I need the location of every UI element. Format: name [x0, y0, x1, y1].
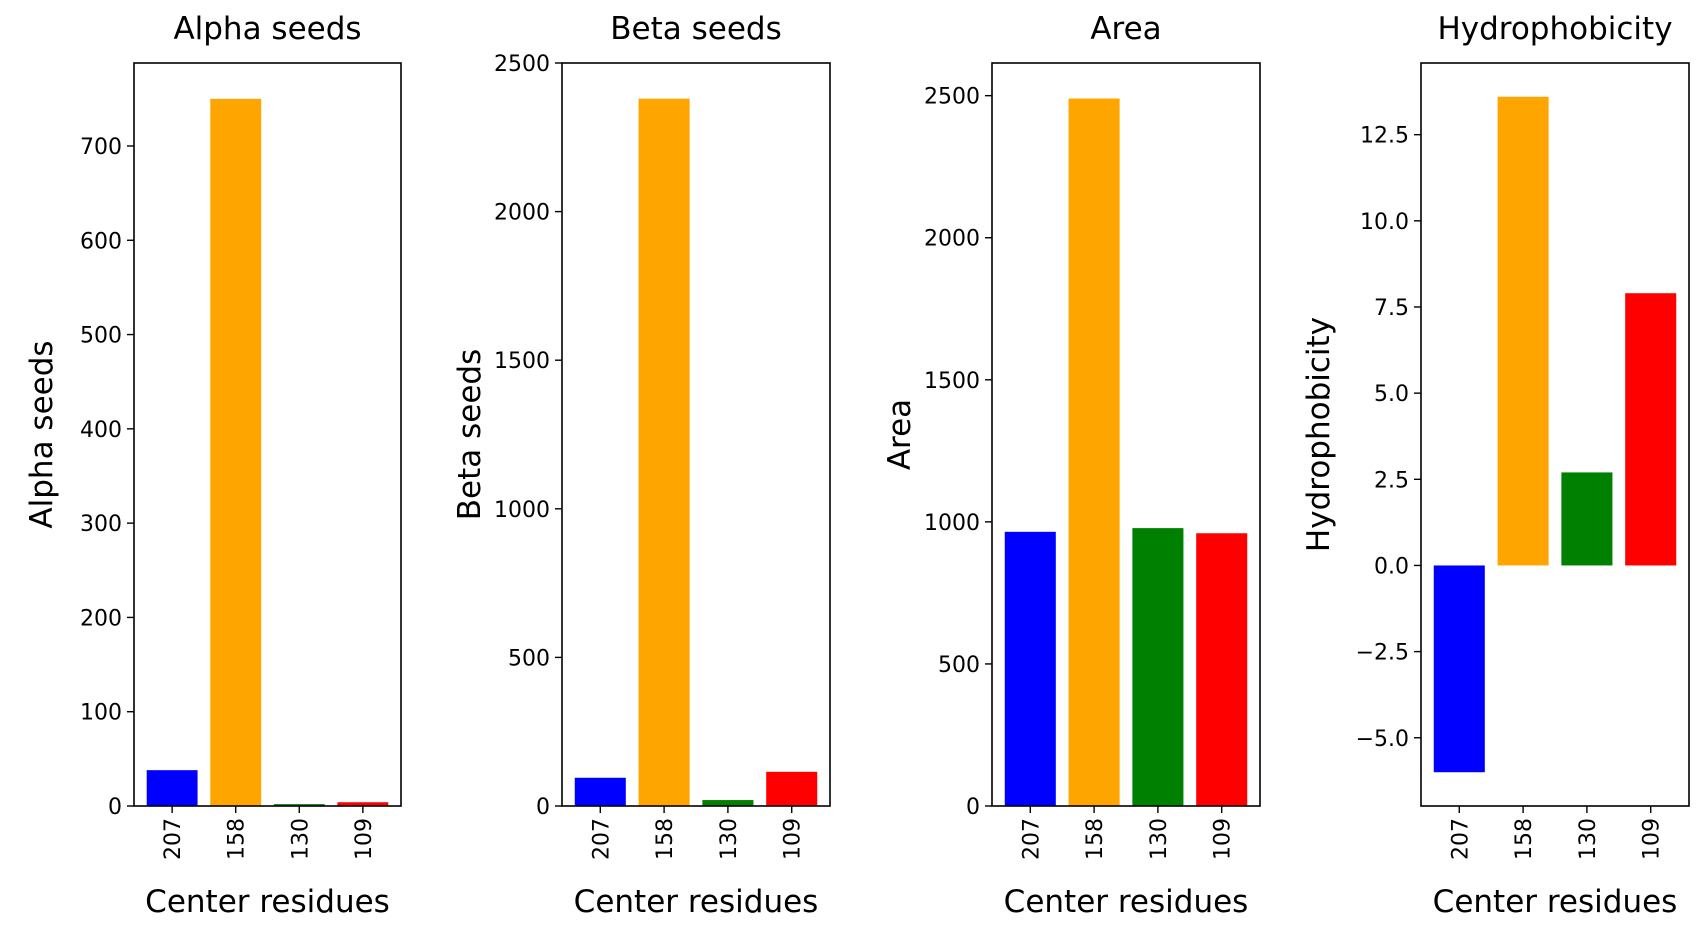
bar-109: [1625, 293, 1677, 566]
y-tick-label: 0: [108, 795, 122, 820]
plot-frame: [133, 62, 402, 807]
y-tick-label: 700: [80, 135, 122, 160]
bar-130: [1561, 472, 1613, 566]
y-tick-label: 5.0: [1374, 382, 1409, 407]
y-tick-label: 500: [938, 653, 980, 678]
y-tick-label: 2.5: [1374, 468, 1409, 493]
bar-158: [638, 98, 690, 806]
y-tick-label: 2500: [924, 85, 980, 110]
y-tick-label: 300: [80, 512, 122, 537]
x-tick-label: 207: [161, 818, 186, 860]
y-tick-label: 0: [966, 795, 980, 820]
chart-title: Area: [1090, 11, 1161, 47]
bar-158: [1497, 96, 1549, 566]
y-tick-label: 12.5: [1360, 124, 1409, 149]
y-tick-label: 500: [80, 324, 122, 349]
x-axis-label: Center residues: [1433, 884, 1678, 920]
x-tick-label: 207: [589, 818, 614, 860]
x-axis-label: Center residues: [145, 884, 390, 920]
y-tick-label: 7.5: [1374, 296, 1409, 321]
y-tick-label: 100: [80, 701, 122, 726]
y-tick-label: 1000: [494, 498, 550, 523]
y-tick-label: 600: [80, 229, 122, 254]
chart-title: Alpha seeds: [173, 11, 361, 47]
y-tick-label: 2500: [494, 52, 550, 77]
y-tick-label: 10.0: [1360, 210, 1409, 235]
bar-109: [337, 802, 389, 806]
y-tick-label: −2.5: [1356, 641, 1409, 666]
bar-207: [146, 770, 198, 806]
bar-207: [1433, 565, 1485, 773]
x-tick-label: 109: [1211, 818, 1236, 860]
bar-109: [1196, 533, 1248, 806]
chart-title: Beta seeds: [610, 11, 781, 47]
x-tick-label: 207: [1448, 818, 1473, 860]
y-tick-label: 2000: [924, 227, 980, 252]
bar-207: [1004, 531, 1056, 806]
x-tick-label: 130: [1576, 818, 1601, 860]
bar-158: [210, 98, 262, 806]
plot-frame: [1420, 62, 1690, 807]
bar-130: [273, 804, 325, 806]
y-tick-label: 200: [80, 606, 122, 631]
x-tick-label: 158: [653, 818, 678, 860]
y-tick-label: 0: [536, 795, 550, 820]
bar-130: [1132, 528, 1184, 806]
chart-title: Hydrophobicity: [1437, 11, 1672, 47]
x-tick-label: 109: [781, 818, 806, 860]
y-tick-label: 1000: [924, 511, 980, 536]
plot-frame: [561, 62, 831, 807]
bar-130: [702, 800, 754, 806]
y-tick-label: −5.0: [1356, 727, 1409, 752]
bar-158: [1068, 98, 1120, 806]
x-tick-label: 207: [1019, 818, 1044, 860]
x-tick-label: 158: [225, 818, 250, 860]
x-tick-label: 130: [288, 818, 313, 860]
bar-109: [766, 771, 818, 806]
y-tick-label: 0.0: [1374, 554, 1409, 579]
x-axis-label: Center residues: [574, 884, 819, 920]
x-tick-label: 158: [1512, 818, 1537, 860]
x-tick-label: 130: [1147, 818, 1172, 860]
y-axis-label: Alpha seeds: [24, 340, 60, 528]
x-tick-label: 158: [1083, 818, 1108, 860]
x-tick-label: 109: [352, 818, 377, 860]
y-axis-label: Beta seeds: [452, 349, 488, 520]
x-tick-label: 109: [1640, 818, 1665, 860]
y-axis-label: Hydrophobicity: [1301, 317, 1337, 552]
x-axis-label: Center residues: [1004, 884, 1249, 920]
y-tick-label: 1500: [924, 369, 980, 394]
plot-frame: [991, 62, 1261, 807]
y-tick-label: 500: [508, 646, 550, 671]
y-axis-label: Area: [882, 399, 918, 470]
y-tick-label: 400: [80, 418, 122, 443]
bar-207: [574, 777, 626, 806]
x-tick-label: 130: [717, 818, 742, 860]
y-tick-label: 1500: [494, 349, 550, 374]
y-tick-label: 2000: [494, 201, 550, 226]
